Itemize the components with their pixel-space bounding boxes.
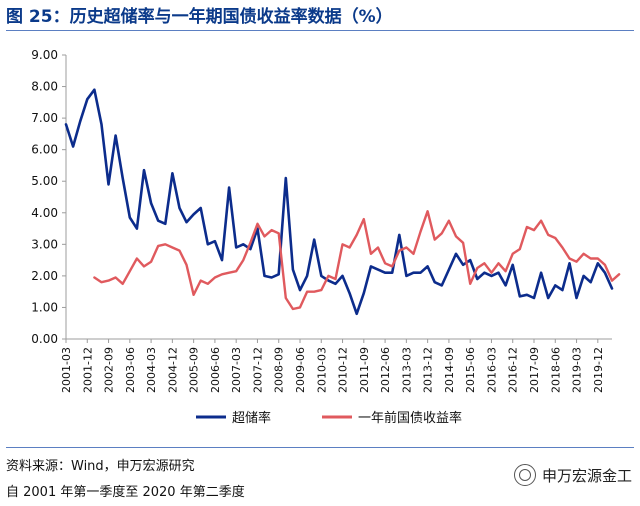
x-tick-label: 2001-03 xyxy=(60,347,73,393)
x-tick-label: 2019-12 xyxy=(592,347,605,393)
x-tick-label: 2016-03 xyxy=(485,347,498,393)
y-tick-label: 3.00 xyxy=(31,237,58,251)
x-tick-label: 2002-09 xyxy=(103,347,116,393)
line-chart: 0.00 1.00 2.00 3.00 4.00 5.00 6.00 7.00 8.00 9.00… xyxy=(31,48,621,426)
source-note: 资料来源：Wind，申万宏源研究 xyxy=(6,459,195,474)
x-tick-label: 2008-09 xyxy=(273,347,286,393)
series-line-1 xyxy=(64,88,614,316)
x-tick-label: 2007-03 xyxy=(230,347,243,393)
x-tick-label: 2013-03 xyxy=(400,347,413,393)
y-tick-label: 6.00 xyxy=(31,143,58,157)
x-tick-label: 2016-12 xyxy=(507,347,520,393)
x-tick-label: 2010-12 xyxy=(337,347,350,393)
y-tick-label: 2.00 xyxy=(31,269,58,283)
x-tick-label: 2009-06 xyxy=(294,347,307,393)
wechat-icon xyxy=(513,464,536,486)
y-tick-label: 1.00 xyxy=(31,300,58,314)
x-tick-label: 2011-09 xyxy=(358,347,371,393)
title-divider xyxy=(6,30,634,31)
x-tick-label: 2018-06 xyxy=(549,347,562,393)
y-tick-label: 5.00 xyxy=(31,174,58,188)
x-tick-label: 2010-03 xyxy=(315,347,328,393)
legend-label-2: 一年前国债收益率 xyxy=(358,410,462,426)
footer-divider xyxy=(6,447,634,448)
legend-label-1: 超储率 xyxy=(232,410,271,426)
x-tick-label: 2006-06 xyxy=(209,347,222,393)
x-tick-label: 2014-09 xyxy=(443,347,456,393)
x-tick-label: 2012-06 xyxy=(379,347,392,393)
brand-logo: 申万宏源金工 xyxy=(513,464,632,486)
x-tick-label: 2001-12 xyxy=(81,347,94,393)
x-tick-label: 2007-12 xyxy=(251,347,264,393)
x-tick-label: 2005-09 xyxy=(188,347,201,393)
x-tick-label: 2004-03 xyxy=(145,347,158,393)
x-tick-label: 2015-06 xyxy=(464,347,477,393)
x-tick-label: 2019-03 xyxy=(571,347,584,393)
x-tick-label: 2004-12 xyxy=(166,347,179,393)
series-line-2 xyxy=(93,209,621,311)
y-tick-label: 9.00 xyxy=(31,48,58,62)
x-tick-label: 2013-12 xyxy=(422,347,435,393)
y-tick-label: 7.00 xyxy=(31,111,58,125)
brand-name: 申万宏源金工 xyxy=(541,466,632,485)
page-title: 图 25：历史超储率与一年期国债收益率数据（%） xyxy=(6,7,393,27)
period-note: 自 2001 年第一季度至 2020 年第二季度 xyxy=(6,485,245,500)
y-tick-label: 4.00 xyxy=(31,206,58,220)
x-tick-label: 2017-09 xyxy=(528,347,541,393)
y-tick-label: 0.00 xyxy=(31,332,58,346)
x-tick-label: 2003-06 xyxy=(124,347,137,393)
y-tick-label: 8.00 xyxy=(31,80,58,94)
